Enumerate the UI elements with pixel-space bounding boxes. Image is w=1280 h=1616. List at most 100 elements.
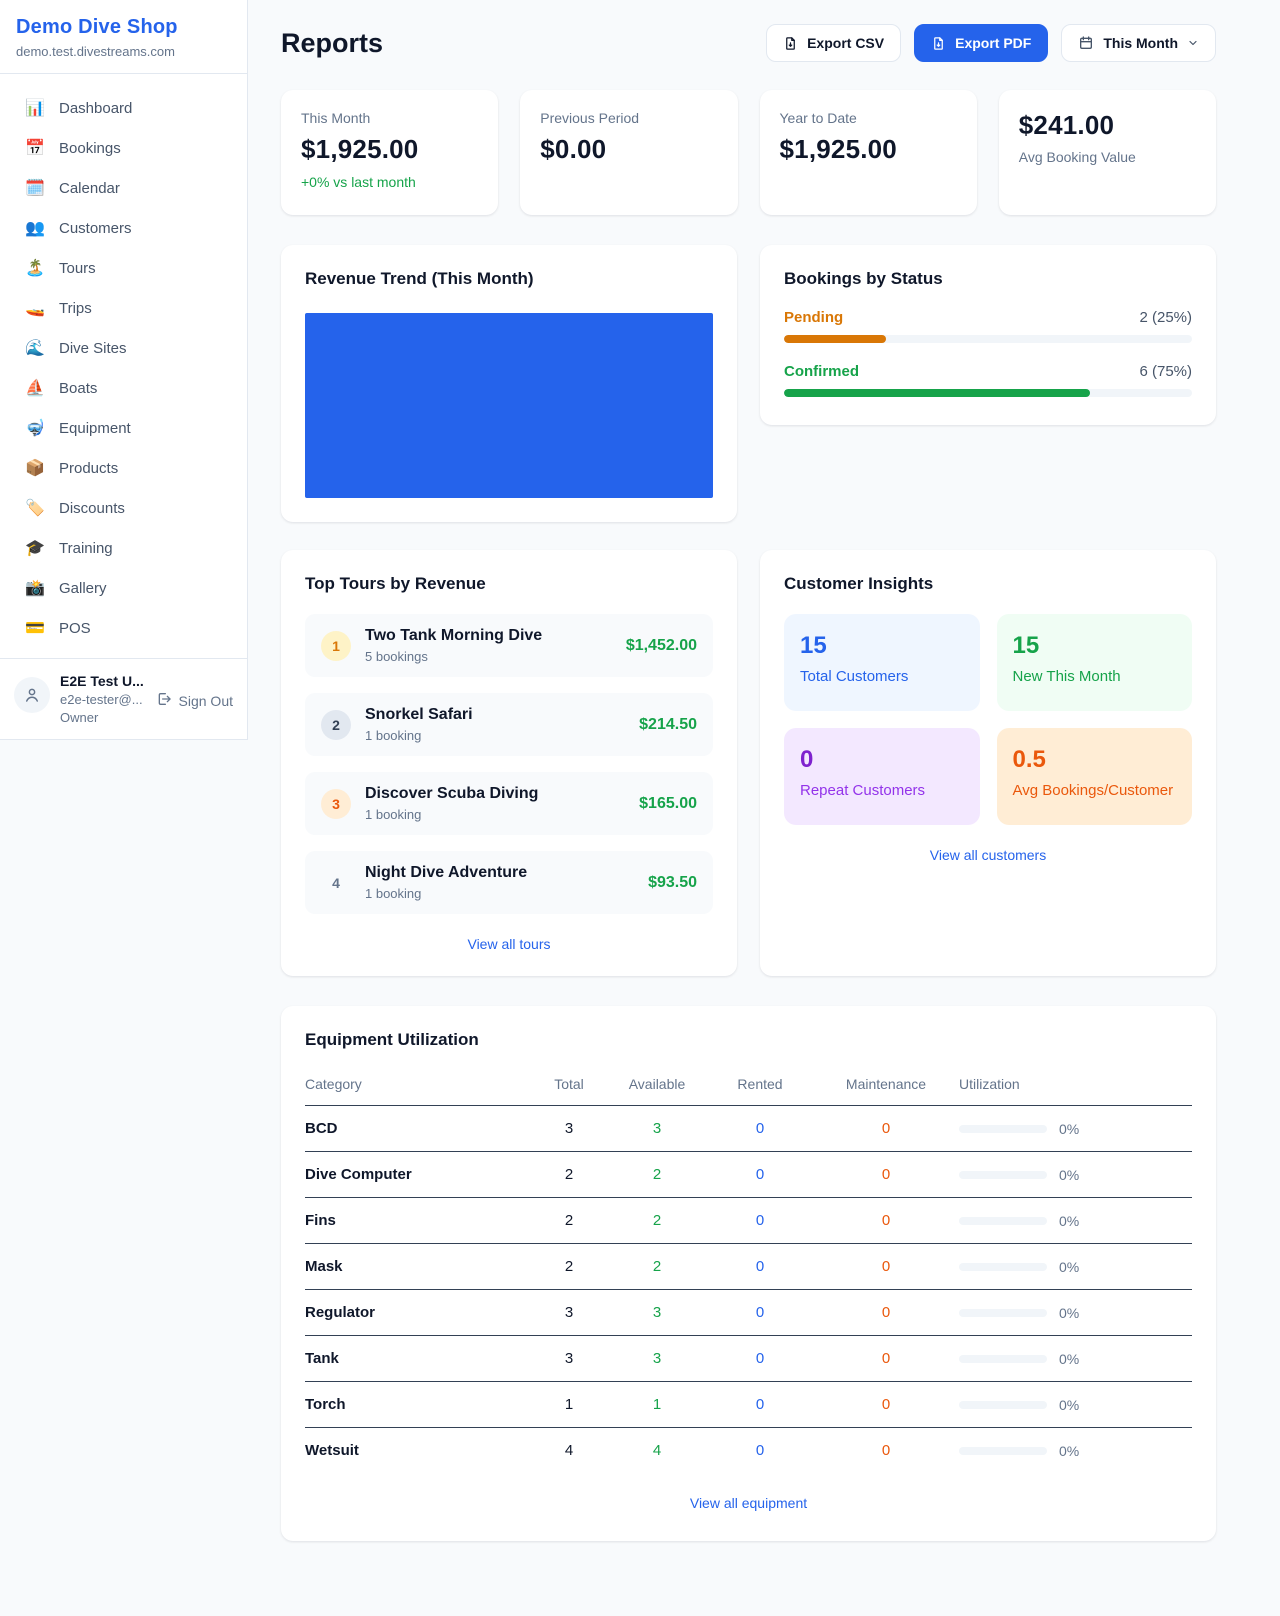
sidebar-item-calendar[interactable]: 🗓️ Calendar bbox=[8, 168, 239, 208]
utilization-percent: 0% bbox=[1059, 1258, 1080, 1275]
tour-revenue: $214.50 bbox=[639, 715, 697, 733]
user-section: E2E Test U... e2e-tester@... Owner Sign … bbox=[0, 658, 247, 739]
table-row: Mask 2 2 0 0 0% bbox=[305, 1243, 1192, 1290]
cell-total: 4 bbox=[564, 1442, 574, 1459]
sidebar-item-label: Trips bbox=[59, 299, 92, 317]
tours-icon: 🏝️ bbox=[25, 260, 45, 277]
utilization-percent: 0% bbox=[1059, 1212, 1080, 1229]
sidebar-item-dashboard[interactable]: 📊 Dashboard bbox=[8, 88, 239, 128]
sidebar-item-customers[interactable]: 👥 Customers bbox=[8, 208, 239, 248]
sidebar-item-dive-sites[interactable]: 🌊 Dive Sites bbox=[8, 328, 239, 368]
tour-row: 3 Discover Scuba Diving 1 booking $165.0… bbox=[305, 772, 713, 835]
status-row-confirmed: Confirmed 6 (75%) bbox=[784, 363, 1192, 397]
column-header-available: Available bbox=[607, 1068, 707, 1106]
column-header-utilization: Utilization bbox=[959, 1068, 1192, 1106]
status-label: Confirmed bbox=[784, 363, 859, 380]
cell-available: 2 bbox=[607, 1197, 707, 1244]
utilization-percent: 0% bbox=[1059, 1396, 1080, 1413]
equipment-utilization-card: Equipment Utilization Category Total Ava… bbox=[281, 1006, 1216, 1541]
bookings-by-status-card: Bookings by Status Pending 2 (25%) Confi… bbox=[760, 245, 1216, 425]
sidebar-item-label: POS bbox=[59, 619, 91, 637]
tour-revenue: $93.50 bbox=[648, 873, 697, 891]
shop-title[interactable]: Demo Dive Shop bbox=[16, 16, 178, 38]
cell-category: BCD bbox=[305, 1105, 531, 1152]
utilization-percent: 0% bbox=[1059, 1442, 1080, 1459]
column-header-total: Total bbox=[531, 1068, 607, 1106]
tour-revenue: $165.00 bbox=[639, 794, 697, 812]
sidebar-item-training[interactable]: 🎓 Training bbox=[8, 528, 239, 568]
export-csv-button[interactable]: Export CSV bbox=[766, 24, 902, 62]
shop-subdomain: demo.test.divestreams.com bbox=[16, 44, 175, 59]
column-header-category: Category bbox=[305, 1068, 531, 1106]
column-header-rented: Rented bbox=[707, 1068, 813, 1106]
sidebar-item-equipment[interactable]: 🤿 Equipment bbox=[8, 408, 239, 448]
period-dropdown[interactable]: This Month bbox=[1061, 24, 1216, 62]
cell-total: 3 bbox=[531, 1335, 607, 1382]
user-email: e2e-tester@... bbox=[60, 692, 143, 707]
sidebar-item-bookings[interactable]: 📅 Bookings bbox=[8, 128, 239, 168]
calendar-icon: 🗓️ bbox=[25, 180, 45, 197]
cell-category: Wetsuit bbox=[305, 1442, 359, 1459]
top-tours-title: Top Tours by Revenue bbox=[305, 574, 486, 593]
cell-category: Fins bbox=[305, 1197, 531, 1244]
table-row: Wetsuit 4 4 0 0 0% bbox=[305, 1428, 1192, 1474]
insight-label: Repeat Customers bbox=[800, 782, 926, 799]
sidebar-item-boats[interactable]: ⛵ Boats bbox=[8, 368, 239, 408]
sidebar-item-gallery[interactable]: 📸 Gallery bbox=[8, 568, 239, 608]
customers-icon: 👥 bbox=[25, 220, 45, 237]
cell-rented: 0 bbox=[707, 1381, 813, 1428]
rank-badge: 2 bbox=[321, 709, 351, 740]
avatar bbox=[14, 677, 50, 713]
stat-label: Year to Date bbox=[779, 110, 857, 126]
stat-card-previous-period: Previous Period $0.00 bbox=[520, 90, 738, 215]
stat-label: This Month bbox=[301, 110, 371, 126]
customer-insights-title: Customer Insights bbox=[784, 574, 934, 593]
table-row: Regulator 3 3 0 0 0% bbox=[305, 1289, 1192, 1336]
view-all-tours-link[interactable]: View all tours bbox=[467, 936, 551, 952]
insight-tile-repeat-customers: 0 Repeat Customers bbox=[784, 728, 980, 825]
status-count: 2 (25%) bbox=[1139, 309, 1192, 326]
sidebar-item-products[interactable]: 📦 Products bbox=[8, 448, 239, 488]
view-all-equipment-link[interactable]: View all equipment bbox=[689, 1495, 808, 1511]
stat-value: $1,925.00 bbox=[779, 134, 897, 164]
view-all-customers-link[interactable]: View all customers bbox=[929, 847, 1047, 863]
sidebar-item-label: Products bbox=[59, 459, 119, 477]
stat-value: $241.00 bbox=[1018, 110, 1115, 140]
tour-row: 4 Night Dive Adventure 1 booking $93.50 bbox=[305, 851, 713, 914]
page-header: Reports Export CSV Export PDF bbox=[281, 24, 1216, 62]
sidebar-item-discounts[interactable]: 🏷️ Discounts bbox=[8, 488, 239, 528]
table-row: Dive Computer 2 2 0 0 0% bbox=[305, 1151, 1192, 1198]
cell-rented: 0 bbox=[707, 1197, 813, 1244]
export-pdf-button[interactable]: Export PDF bbox=[914, 24, 1049, 62]
cell-rented: 0 bbox=[707, 1243, 813, 1290]
discounts-icon: 🏷️ bbox=[25, 500, 45, 517]
cell-category: Torch bbox=[305, 1381, 531, 1428]
cell-maintenance: 0 bbox=[813, 1197, 959, 1244]
bookings-icon: 📅 bbox=[25, 140, 45, 157]
sidebar-item-pos[interactable]: 💳 POS bbox=[8, 608, 239, 648]
sidebar-item-trips[interactable]: 🚤 Trips bbox=[8, 288, 239, 328]
sign-out-button[interactable]: Sign Out bbox=[156, 691, 233, 710]
cell-available: 2 bbox=[607, 1151, 707, 1198]
cell-available: 3 bbox=[607, 1105, 707, 1152]
revenue-trend-chart bbox=[305, 313, 713, 498]
cell-total: 2 bbox=[531, 1243, 607, 1290]
boats-icon: ⛵ bbox=[25, 380, 45, 397]
stats-row: This Month $1,925.00 +0% vs last month P… bbox=[281, 90, 1216, 215]
tour-row: 2 Snorkel Safari 1 booking $214.50 bbox=[305, 693, 713, 756]
utilization-percent: 0% bbox=[1059, 1120, 1080, 1137]
stat-card-year-to-date: Year to Date $1,925.00 bbox=[759, 90, 977, 215]
tour-row: 1 Two Tank Morning Dive 5 bookings $1,45… bbox=[305, 614, 713, 677]
dashboard-icon: 📊 bbox=[25, 100, 45, 117]
utilization-bar bbox=[959, 1308, 1047, 1317]
insight-value: 15 bbox=[800, 632, 827, 659]
pos-icon: 💳 bbox=[25, 620, 45, 637]
cell-category: Dive Computer bbox=[305, 1151, 531, 1198]
utilization-percent: 0% bbox=[1059, 1166, 1080, 1183]
cell-available: 3 bbox=[607, 1335, 707, 1382]
insight-tile-avg-bookings: 0.5 Avg Bookings/Customer bbox=[996, 728, 1192, 825]
status-count: 6 (75%) bbox=[1139, 363, 1192, 380]
sidebar-item-tours[interactable]: 🏝️ Tours bbox=[8, 248, 239, 288]
utilization-bar bbox=[959, 1262, 1047, 1271]
trips-icon: 🚤 bbox=[25, 300, 45, 317]
